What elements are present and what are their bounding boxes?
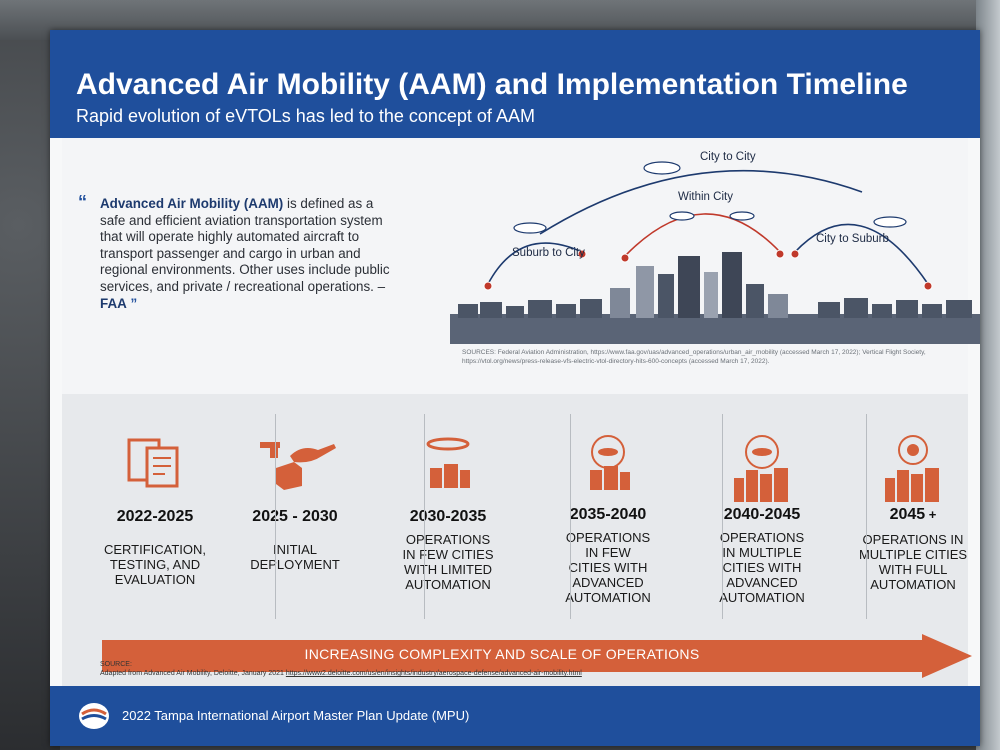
drone-delivery-icon [250,434,340,494]
quote-attribution: FAA [100,295,127,311]
timeline-description: OPERATIONS IN FEW CITIES WITH LIMITED AUTOM… [402,532,494,592]
timeline-divider [570,414,571,619]
poster-title: Advanced Air Mobility (AAM) and Implemen… [76,68,908,101]
tampa-airport-logo-icon [79,703,109,729]
timeline-divider [275,414,276,619]
poster-footer: 2022 Tampa International Airport Master … [50,686,980,746]
complexity-arrow [102,634,972,678]
timeline-section: 2022-2025 CERTIFICATION, TESTING, AND EVALU… [62,394,972,692]
timeline-years: 2040-2045 [723,506,801,523]
evtol-aircraft-icon [729,211,755,221]
complexity-arrow-label: INCREASING COMPLEXITY AND SCALE OF OPERA… [304,646,700,662]
timeline-column: 2030-2035 OPERATIONS IN FEW CITIES WITH LIM… [368,414,528,619]
timeline-divider [722,414,723,619]
background-right [976,0,1000,750]
source-text: Adapted from Advanced Air Mobility, Delo… [100,670,286,677]
open-quote-mark: “ [78,192,87,212]
few-cities-icon [418,434,478,494]
route-within-city [624,213,781,257]
evtol-aircraft-icon [643,161,681,175]
definition-section: “ Advanced Air Mobility (AAM) is defined… [62,138,980,394]
label-within-city: Within City [678,191,733,203]
timeline-divider [866,414,867,619]
quote-bold-lead: Advanced Air Mobility (AAM) [100,196,284,211]
label-suburb-to-city: Suburb to City [512,247,585,259]
timeline-description: OPERATIONS IN MULTIPLE CITIES WITH FULL AUT… [858,532,968,592]
quote-text: is defined as a safe and efficient aviat… [100,196,390,294]
route-suburb-to-city [487,242,583,285]
certification-docs-icon [125,434,185,492]
sources-top: SOURCES: Federal Aviation Administration… [462,349,926,365]
route-city-to-suburb [794,223,929,285]
aam-definition-quote: “ Advanced Air Mobility (AAM) is defined… [78,193,400,312]
timeline-column: 2035-2040 OPERATIONS IN FEW CITIES WITH ADVA… [528,414,688,619]
label-city-to-suburb: City to Suburb [816,233,889,245]
few-cities-advanced-icon [578,434,638,496]
timeline-years: 2035-2040 [569,506,647,523]
source-bottom: SOURCE: Adapted from Advanced Air Mobili… [100,660,582,678]
source-heading: SOURCE: [100,661,132,668]
timeline-column: 2045 + OPERATIONS IN MULTIPLE CITIES WITH F… [838,414,980,619]
timeline-years: 2045 + [889,506,937,523]
timeline-column: 2025 - 2030 INITIAL DEPLOYMENT [220,414,370,619]
aam-routes-diagram: City to City Within City Suburb to City … [450,151,980,344]
source-link[interactable]: https://www2.deloitte.com/us/en/insights… [285,670,582,677]
timeline-years: 2025 - 2030 [252,508,338,525]
close-quote-mark: ” [130,295,138,311]
timeline-description: INITIAL DEPLOYMENT [250,542,340,572]
footer-text: 2022 Tampa International Airport Master … [122,708,470,723]
label-city-to-city: City to City [700,151,756,163]
poster-subtitle: Rapid evolution of eVTOLs has led to the… [76,106,535,126]
poster: Advanced Air Mobility (AAM) and Implemen… [50,30,980,746]
multiple-cities-icon [730,434,794,508]
city-skyline [450,252,980,344]
timeline-description: CERTIFICATION, TESTING, AND EVALUATION [103,542,207,587]
timeline-column: 2040-2045 OPERATIONS IN MULTIPLE CITIES WIT… [682,414,842,619]
timeline-column: 2022-2025 CERTIFICATION, TESTING, AND EVALU… [70,414,240,619]
full-automation-icon [881,434,945,508]
evtol-aircraft-icon [873,216,907,228]
timeline-description: OPERATIONS IN MULTIPLE CITIES WITH ADVANCED… [719,530,805,605]
poster-header: Advanced Air Mobility (AAM) and Implemen… [50,30,980,138]
timeline-years: 2030-2035 [409,508,487,525]
evtol-aircraft-icon [669,211,695,221]
timeline-divider [424,414,425,619]
timeline-years: 2022-2025 [116,508,194,525]
timeline-description: OPERATIONS IN FEW CITIES WITH ADVANCED AUTOM… [565,530,651,605]
route-city-to-city [539,169,863,235]
timeline-years-suffix: + [925,507,937,522]
evtol-aircraft-icon [513,222,547,234]
